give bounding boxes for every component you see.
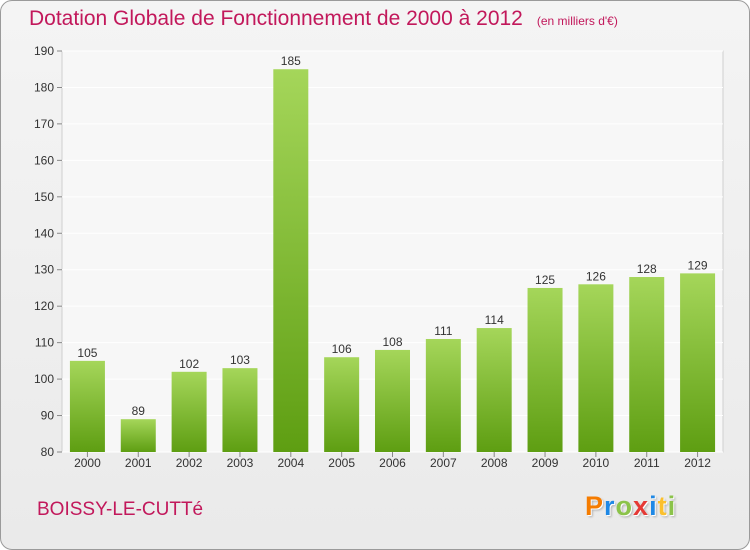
commune-name: BOISSY-LE-CUTTé	[37, 499, 204, 520]
x-tick-label: 2008	[481, 456, 508, 470]
data-label: 102	[179, 357, 199, 371]
x-tick-label: 2011	[634, 456, 660, 470]
bar	[120, 419, 156, 452]
bar	[527, 287, 563, 452]
logo-letter: r	[604, 491, 616, 521]
bar	[69, 360, 105, 452]
y-tick-label: 180	[34, 80, 54, 94]
logo-letter: t	[657, 491, 668, 521]
logo-letter: i	[667, 491, 677, 521]
data-label: 105	[77, 346, 97, 360]
x-tick-label: 2001	[125, 456, 152, 470]
chart-title-text: Dotation Globale de Fonctionnement de 20…	[29, 7, 523, 30]
data-label: 129	[688, 258, 708, 272]
bars-layer	[69, 69, 716, 453]
x-tick-label: 2005	[328, 456, 355, 470]
x-tick-label: 2000	[74, 456, 101, 470]
y-tick-label: 120	[34, 299, 54, 313]
bar	[578, 284, 614, 452]
logo-letter: o	[615, 491, 634, 521]
bar	[680, 273, 716, 452]
bar	[222, 368, 258, 452]
data-label: 126	[586, 269, 606, 283]
data-label: 111	[434, 324, 453, 338]
chart-title: Dotation Globale de Fonctionnement de 20…	[29, 7, 618, 31]
axis-layer: 80 90 100 110 120 130 140 150 160 170 180 190 2000 20…	[34, 44, 711, 470]
y-tick-label: 160	[34, 153, 54, 167]
bar	[273, 69, 309, 453]
bar	[425, 338, 461, 452]
x-tick-label: 2007	[430, 456, 457, 470]
bar	[324, 357, 360, 452]
data-label: 89	[132, 404, 146, 418]
bar	[476, 328, 512, 452]
data-label: 128	[637, 262, 657, 276]
x-tick-label: 2012	[684, 456, 711, 470]
y-tick-label: 80	[41, 445, 55, 459]
y-tick-label: 110	[35, 336, 54, 350]
y-tick-label: 190	[34, 44, 54, 58]
x-tick-label: 2009	[532, 456, 559, 470]
x-tick-label: 2003	[227, 456, 254, 470]
data-label: 125	[535, 273, 555, 287]
logo-letter: x	[633, 491, 650, 521]
x-tick-label: 2002	[176, 456, 203, 470]
y-tick-label: 90	[41, 409, 55, 423]
logo-letter: P	[585, 491, 605, 521]
bar	[375, 349, 410, 452]
data-label: 114	[485, 313, 504, 327]
data-label: 103	[230, 353, 250, 367]
proxiti-logo[interactable]: Proxiti	[585, 491, 676, 522]
x-tick-label: 2004	[277, 456, 304, 470]
chart-unit: (en milliers d'€)	[536, 14, 618, 28]
data-label: 108	[382, 335, 402, 349]
y-tick-label: 170	[34, 117, 54, 131]
y-tick-label: 100	[34, 372, 54, 386]
y-tick-label: 130	[34, 263, 54, 277]
bar	[629, 277, 665, 452]
logo-letter: i	[649, 491, 658, 521]
bar	[171, 371, 207, 452]
data-label: 106	[332, 342, 352, 356]
y-tick-label: 140	[34, 226, 54, 240]
labels-layer: 105 89 102 103 185 106 108 111 114 125 126 128 129	[77, 54, 708, 418]
x-tick-label: 2010	[583, 456, 610, 470]
y-tick-label: 150	[34, 190, 54, 204]
data-label: 185	[281, 54, 301, 68]
x-tick-label: 2006	[379, 456, 406, 470]
